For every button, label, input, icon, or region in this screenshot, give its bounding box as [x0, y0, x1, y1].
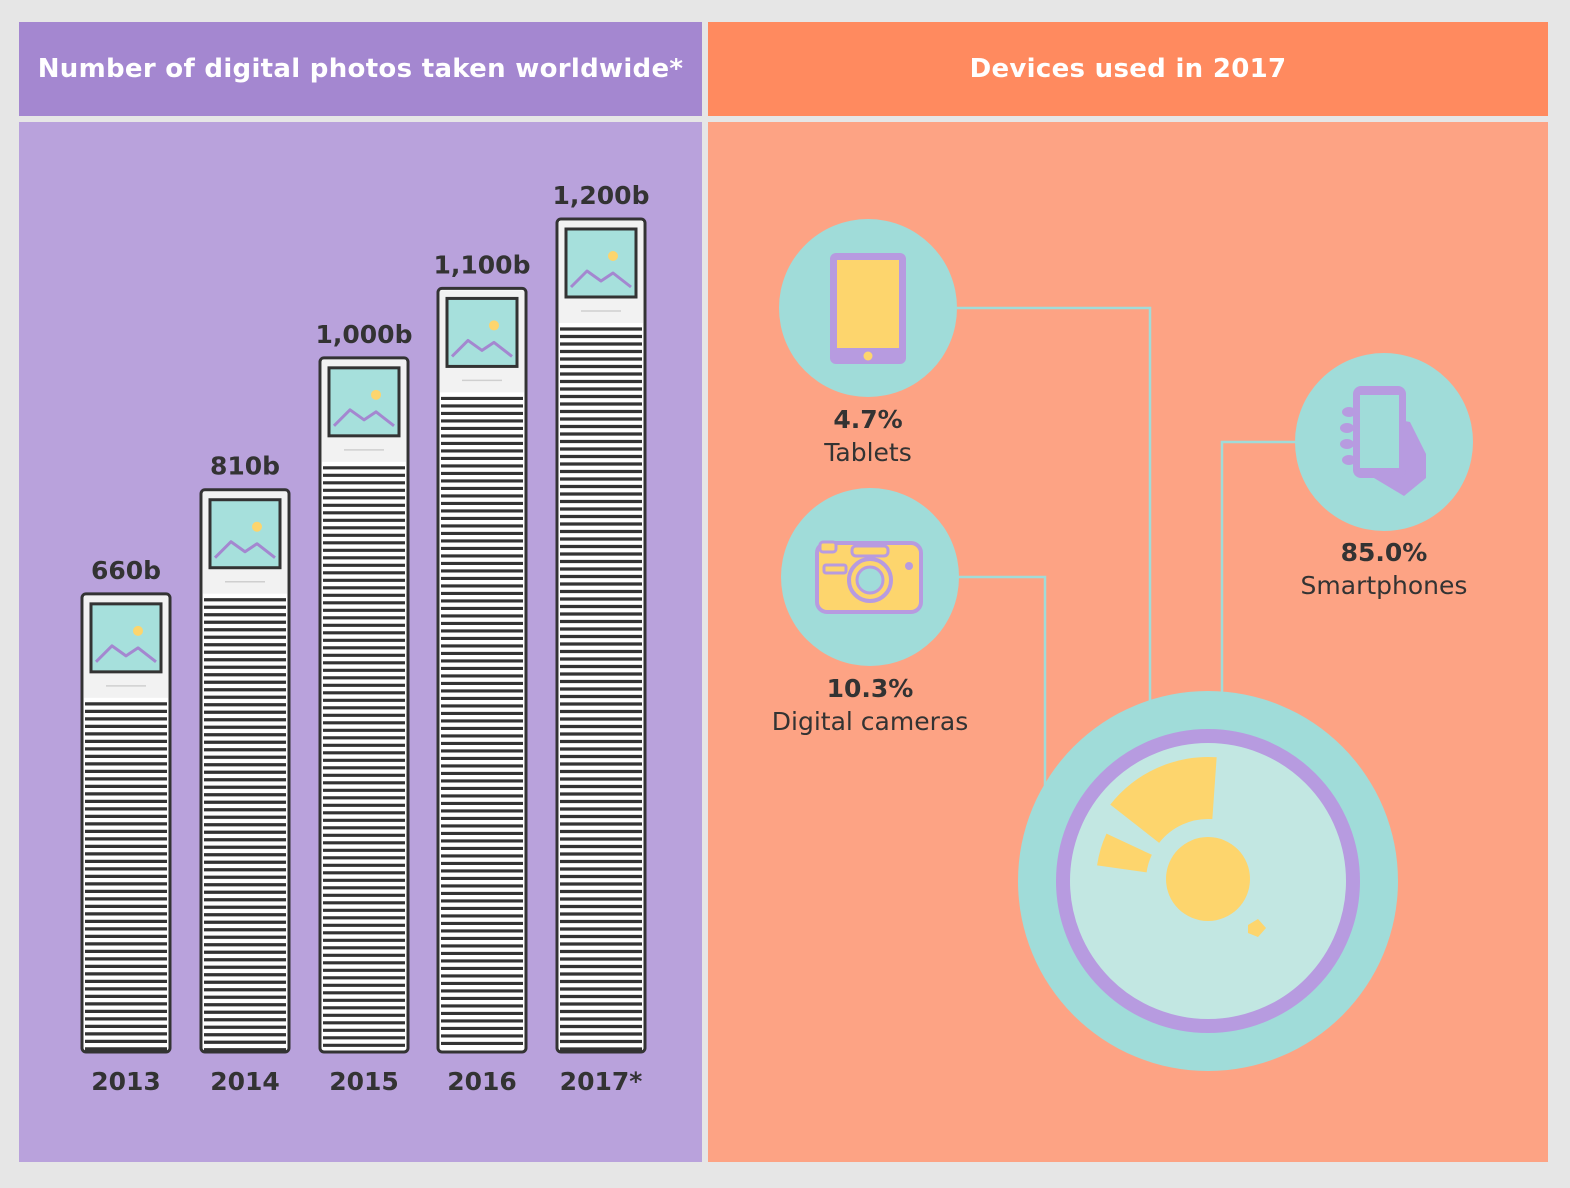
stack-lines	[441, 396, 523, 1046]
smartphone-icon	[1295, 353, 1473, 531]
device-share-pie	[1018, 691, 1398, 1071]
photo-card	[203, 491, 287, 594]
stack-lines	[560, 327, 642, 1051]
device-diagram	[779, 219, 1473, 1071]
camera-percent: 10.3%	[826, 674, 914, 703]
bar-value-label: 1,000b	[316, 320, 413, 349]
camera-connector	[957, 575, 1047, 787]
photo-card	[84, 595, 168, 698]
bar-category-label: 2015	[329, 1067, 399, 1096]
photo-stack-bar	[199, 488, 291, 1054]
device-pie-panel: 4.7% Tablets 10.3% Digital cameras 85.0%…	[708, 122, 1548, 1162]
stack-lines	[323, 466, 405, 1047]
pie-slice-cameras	[1110, 757, 1217, 843]
bar-value-label: 1,200b	[553, 181, 650, 210]
photo-card	[440, 290, 524, 393]
right-title: Devices used in 2017	[708, 22, 1548, 116]
bar-outline	[318, 356, 410, 1054]
tablet-label: Tablets	[824, 438, 912, 467]
stack-lines	[85, 702, 167, 1051]
pie-slice-tablets	[1097, 833, 1152, 873]
tablet-stat: 4.7% Tablets	[748, 404, 988, 470]
bar-value-label: 1,100b	[434, 250, 531, 279]
pie-slice-smartphones	[1166, 837, 1250, 921]
smartphone-label: Smartphones	[1300, 571, 1468, 600]
photo-stack-bar	[555, 217, 647, 1054]
smartphone-stat: 85.0% Smartphones	[1264, 537, 1504, 603]
camera-icon	[781, 488, 959, 666]
pie-slice-small	[1248, 919, 1266, 937]
bar-value-label: 660b	[91, 556, 161, 585]
connector-lines	[957, 306, 1296, 787]
tablet-percent: 4.7%	[833, 405, 903, 434]
photo-card	[322, 359, 406, 462]
smartphone-connector	[1220, 440, 1296, 702]
camera-label: Digital cameras	[771, 707, 969, 736]
photo-stack-bar	[436, 286, 528, 1054]
tablet-connector	[957, 306, 1152, 707]
bar-category-label: 2017*	[560, 1067, 643, 1096]
bar-value-label: 810b	[210, 452, 280, 481]
stack-lines	[204, 598, 286, 1052]
left-title: Number of digital photos taken worldwide…	[19, 22, 702, 116]
bar-category-label: 2013	[91, 1067, 161, 1096]
bar-chart-panel: 660b 2013 810b 2014 1,000b 2015 1,100b 2016 1,20…	[19, 122, 702, 1162]
camera-stat: 10.3% Digital cameras	[750, 673, 990, 739]
smartphone-percent: 85.0%	[1340, 538, 1428, 567]
photo-stack-bar	[80, 592, 172, 1054]
photo-stack-bar	[318, 356, 410, 1054]
bar-category-label: 2014	[210, 1067, 280, 1096]
bar-chart: 660b 2013 810b 2014 1,000b 2015 1,100b 2016 1,20…	[80, 181, 650, 1096]
bar-outline	[436, 286, 528, 1054]
bar-category-label: 2016	[447, 1067, 517, 1096]
photo-card	[559, 221, 643, 323]
tablet-icon	[779, 219, 957, 397]
